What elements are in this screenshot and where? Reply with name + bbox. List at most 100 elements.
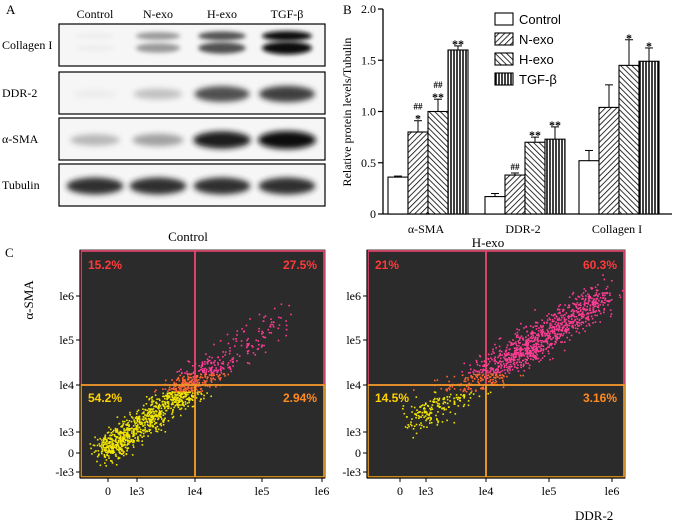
- x-category-label: Collagen I: [592, 222, 642, 236]
- y-tick-label: 0: [355, 446, 361, 460]
- y-tick-label: 0.5: [361, 156, 376, 170]
- bar-chart-y-axis-label: Relative protein levels/Tubulin: [340, 38, 354, 187]
- quadrant-label-upper-right: 60.3%: [583, 258, 617, 272]
- y-tick-label: le5: [59, 333, 74, 347]
- bar: [544, 138, 566, 215]
- x-category-label: α-SMA: [408, 222, 445, 236]
- blot-band: [132, 133, 184, 147]
- x-category-label: DDR-2: [505, 222, 540, 236]
- blot-row-label: DDR-2: [2, 86, 37, 100]
- blot-lane-label: N-exo: [143, 7, 173, 21]
- significance-mark: **: [529, 128, 541, 142]
- legend-swatch: [494, 52, 514, 66]
- x-tick-label: le5: [255, 484, 270, 498]
- x-tick-label: le3: [130, 484, 145, 498]
- y-tick-label: -le3: [342, 465, 361, 479]
- blot-band: [193, 131, 251, 149]
- blot-band: [66, 177, 124, 195]
- blot-band: [262, 31, 312, 41]
- blot-band: [258, 177, 316, 195]
- significance-mark: *: [646, 39, 652, 53]
- blot-band: [262, 41, 312, 55]
- y-tick-label: -le3: [55, 465, 74, 479]
- y-tick-label: 0: [370, 207, 376, 221]
- blot-band: [75, 45, 115, 51]
- legend-label: TGF-β: [519, 72, 557, 87]
- legend-swatch: [494, 12, 514, 26]
- blot-band: [198, 31, 246, 41]
- significance-mark: *: [415, 112, 421, 126]
- quadrant-label-upper-left: 21%: [375, 258, 399, 272]
- legend-swatch: [494, 72, 514, 86]
- blot-band: [135, 32, 181, 40]
- panel-b-label: B: [343, 2, 352, 17]
- y-tick-label: 1.0: [361, 105, 376, 119]
- bar: [447, 49, 469, 215]
- significance-mark: **: [432, 90, 444, 104]
- y-tick-label: le3: [59, 425, 74, 439]
- x-tick-label: le3: [419, 484, 434, 498]
- gate-lower-right: [194, 384, 325, 478]
- flow-plot-control: 15.2% 27.5% 54.2% 2.94% le6 le5 le4 le3 0 -le3 0 le…: [55, 249, 330, 498]
- quadrant-label-upper-right: 27.5%: [283, 258, 317, 272]
- y-tick-label: 2.0: [361, 2, 376, 16]
- flow-dots: [402, 274, 624, 439]
- legend-label: Control: [519, 12, 561, 27]
- y-tick-label: le6: [59, 289, 74, 303]
- significance-mark: *: [626, 31, 632, 45]
- flow-plot-title-control: Control: [168, 229, 208, 244]
- blot-band: [194, 86, 250, 102]
- flow-x-axis-label: DDR-2: [575, 508, 613, 523]
- flow-cytometry-panel: C α-SMA DDR-2 Control H-exo 15.2% 27.5% 54…: [5, 229, 626, 523]
- bar: [598, 106, 620, 215]
- gate-lower-right: [485, 384, 625, 478]
- significance-mark: **: [549, 118, 561, 132]
- panel-c-label: C: [5, 245, 14, 260]
- blot-band: [72, 90, 118, 98]
- flow-y-axis-label: α-SMA: [21, 280, 36, 320]
- legend-swatch: [494, 32, 514, 46]
- x-tick-label: le6: [315, 484, 330, 498]
- legend-label: H-exo: [519, 52, 554, 67]
- y-tick-label: le5: [346, 333, 361, 347]
- blot-band: [70, 134, 120, 146]
- blot-band: [133, 88, 183, 100]
- bar: [407, 131, 429, 215]
- blot-row-label: Tubulin: [2, 178, 40, 192]
- blot-band: [193, 177, 251, 195]
- legend-label: N-exo: [519, 32, 554, 47]
- y-tick-label: le4: [59, 378, 74, 392]
- blot-band: [259, 85, 315, 103]
- bar: [427, 110, 449, 215]
- y-tick-label: le6: [346, 289, 361, 303]
- blot-row-label: α-SMA: [2, 132, 39, 146]
- western-blot-panel: A Control N-exo H-exo TGF-β Collagen I DDR-2…: [2, 2, 326, 207]
- y-tick-label: le3: [346, 425, 361, 439]
- blot-lane-label: Control: [77, 7, 114, 21]
- x-tick-label: 0: [397, 484, 403, 498]
- panel-a-label: A: [6, 2, 16, 17]
- y-tick-label: le4: [346, 378, 361, 392]
- significance-mark: ##: [511, 162, 521, 172]
- significance-mark: **: [452, 37, 464, 51]
- blot-band: [198, 42, 246, 54]
- blot-band: [129, 177, 187, 195]
- quadrant-label-lower-left: 54.2%: [88, 391, 122, 405]
- blot-lane-label: TGF-β: [271, 7, 304, 21]
- y-tick-label: 1.5: [361, 53, 376, 67]
- x-tick-label: le4: [479, 484, 494, 498]
- flow-plot-h-exo: 21% 60.3% 14.5% 3.16% le6 le5 le4 le3 0 -le3 0 le3 l…: [342, 249, 626, 498]
- significance-mark: ##: [434, 80, 444, 90]
- bar-chart-panel: B Relative protein levels/Tubulin 0 0.5 1.…: [340, 2, 672, 236]
- blot-lane-label: H-exo: [207, 7, 237, 21]
- bar: [578, 160, 600, 215]
- x-tick-label: le4: [188, 484, 203, 498]
- bar-chart-legend: Control N-exo H-exo TGF-β: [494, 12, 561, 87]
- bar: [618, 64, 640, 215]
- flow-plot-title-h-exo: H-exo: [472, 235, 505, 250]
- y-tick-label: 0: [68, 446, 74, 460]
- x-tick-label: 0: [105, 484, 111, 498]
- x-tick-label: le6: [605, 484, 620, 498]
- quadrant-label-lower-left: 14.5%: [375, 391, 409, 405]
